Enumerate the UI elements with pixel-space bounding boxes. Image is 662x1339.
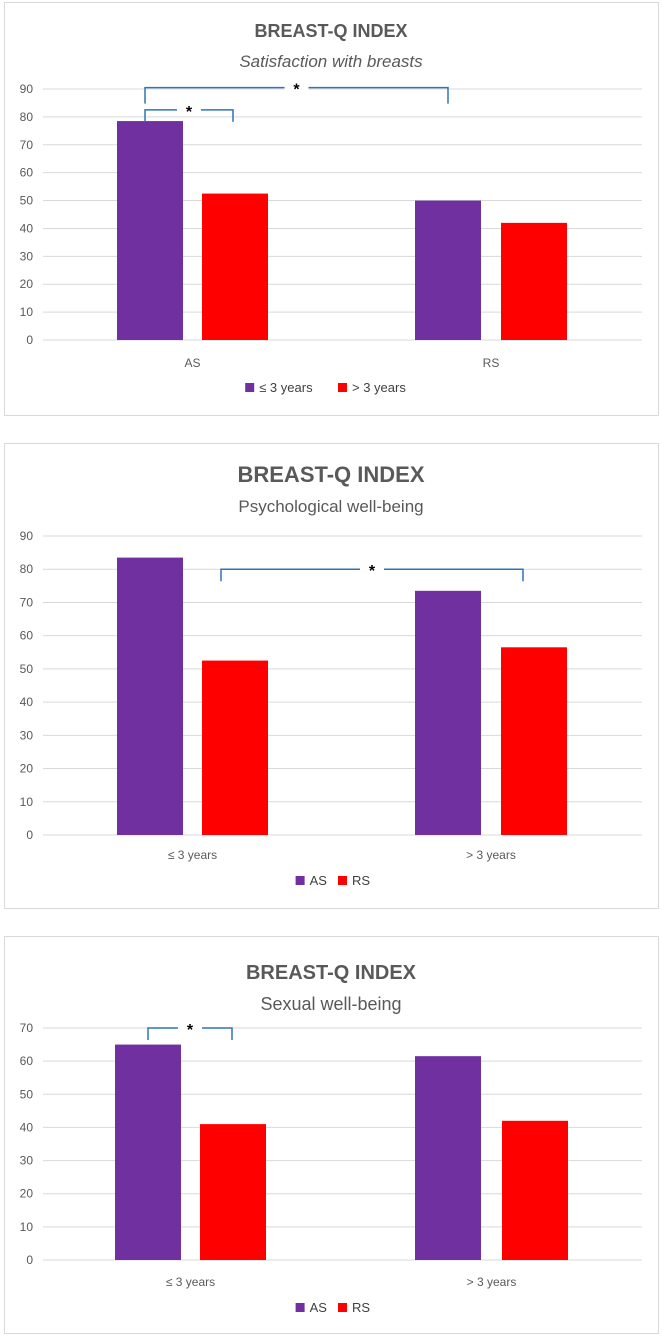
significance-star: * xyxy=(369,563,376,580)
bar xyxy=(117,121,183,340)
bar xyxy=(202,660,268,835)
chart-subtitle: Psychological well-being xyxy=(238,497,423,516)
bar xyxy=(200,1124,266,1260)
chart-svg: BREAST-Q INDEX Sexual well-being 0 10 20 30 40… xyxy=(20,962,642,1315)
y-tick-label: 60 xyxy=(20,166,34,180)
legend-swatch xyxy=(295,876,305,885)
chart-satisfaction-with-breasts: BREAST-Q INDEX Satisfaction with breasts 0… xyxy=(4,2,659,416)
bar xyxy=(501,222,567,340)
y-tick-label: 80 xyxy=(20,110,34,124)
bar xyxy=(415,200,481,340)
legend-swatch xyxy=(295,1303,305,1312)
y-tick-label: 20 xyxy=(20,1187,34,1201)
y-tick-label: 50 xyxy=(20,662,34,676)
significance-star: * xyxy=(187,1022,194,1039)
x-tick-label: > 3 years xyxy=(466,848,516,862)
y-tick-label: 30 xyxy=(20,728,34,742)
legend-swatch xyxy=(338,876,347,885)
x-tick-label: RS xyxy=(483,356,500,370)
y-tick-label: 10 xyxy=(20,795,34,809)
legend-label: AS xyxy=(310,873,328,888)
chart-subtitle: Sexual well-being xyxy=(260,994,401,1014)
legend-label: RS xyxy=(352,873,370,888)
y-tick-label: 70 xyxy=(20,1021,34,1035)
x-tick-label: > 3 years xyxy=(467,1275,517,1289)
legend-swatch xyxy=(338,383,347,392)
y-tick-label: 60 xyxy=(20,1054,34,1068)
legend-swatch xyxy=(245,383,255,392)
y-tick-label: 20 xyxy=(20,762,34,776)
legend-swatch xyxy=(338,1303,347,1312)
chart-title: BREAST-Q INDEX xyxy=(254,21,407,41)
bar xyxy=(117,557,183,835)
y-tick-label: 10 xyxy=(20,305,34,319)
significance-label-bg xyxy=(360,560,384,575)
y-tick-label: 70 xyxy=(20,595,34,609)
y-tick-label: 40 xyxy=(20,695,34,709)
y-tick-label: 90 xyxy=(20,82,34,96)
bar xyxy=(115,1044,181,1260)
x-tick-label: ≤ 3 years xyxy=(168,848,217,862)
y-tick-label: 10 xyxy=(20,1220,34,1234)
x-tick-label: ≤ 3 years xyxy=(166,1275,215,1289)
chart-sexual-well-being: BREAST-Q INDEX Sexual well-being 0 10 20 30 40… xyxy=(4,936,659,1334)
x-tick-label: AS xyxy=(184,356,200,370)
bar xyxy=(202,193,268,340)
y-tick-label: 30 xyxy=(20,1154,34,1168)
y-tick-label: 0 xyxy=(26,828,33,842)
legend-label: AS xyxy=(310,1300,328,1315)
chart-svg: BREAST-Q INDEX Satisfaction with breasts 0… xyxy=(20,21,642,395)
significance-label-bg xyxy=(177,100,201,115)
bar xyxy=(415,590,481,835)
y-tick-label: 50 xyxy=(20,1087,34,1101)
y-tick-label: 50 xyxy=(20,194,34,208)
y-tick-label: 90 xyxy=(20,529,34,543)
bar xyxy=(502,1120,568,1260)
chart-svg: BREAST-Q INDEX Psychological well-being 0 1… xyxy=(20,462,642,888)
chart-psychological-well-being: BREAST-Q INDEX Psychological well-being 0 1… xyxy=(4,443,659,909)
y-tick-label: 0 xyxy=(26,1253,33,1267)
bar xyxy=(501,647,567,835)
y-tick-label: 70 xyxy=(20,138,34,152)
significance-star: * xyxy=(293,82,300,99)
chart-subtitle: Satisfaction with breasts xyxy=(239,52,423,71)
chart-title: BREAST-Q INDEX xyxy=(237,462,424,487)
y-tick-label: 20 xyxy=(20,277,34,291)
significance-label-bg xyxy=(178,1019,202,1033)
y-tick-label: 40 xyxy=(20,221,34,235)
legend-label: > 3 years xyxy=(352,380,406,395)
y-tick-label: 30 xyxy=(20,249,34,263)
y-tick-label: 60 xyxy=(20,629,34,643)
chart-title: BREAST-Q INDEX xyxy=(246,962,417,984)
y-tick-label: 80 xyxy=(20,562,34,576)
legend-label: ≤ 3 years xyxy=(259,380,313,395)
significance-label-bg xyxy=(284,78,309,93)
bar xyxy=(415,1056,481,1260)
y-tick-label: 40 xyxy=(20,1120,34,1134)
significance-star: * xyxy=(186,104,193,121)
legend-label: RS xyxy=(352,1300,370,1315)
y-tick-label: 0 xyxy=(26,333,33,347)
